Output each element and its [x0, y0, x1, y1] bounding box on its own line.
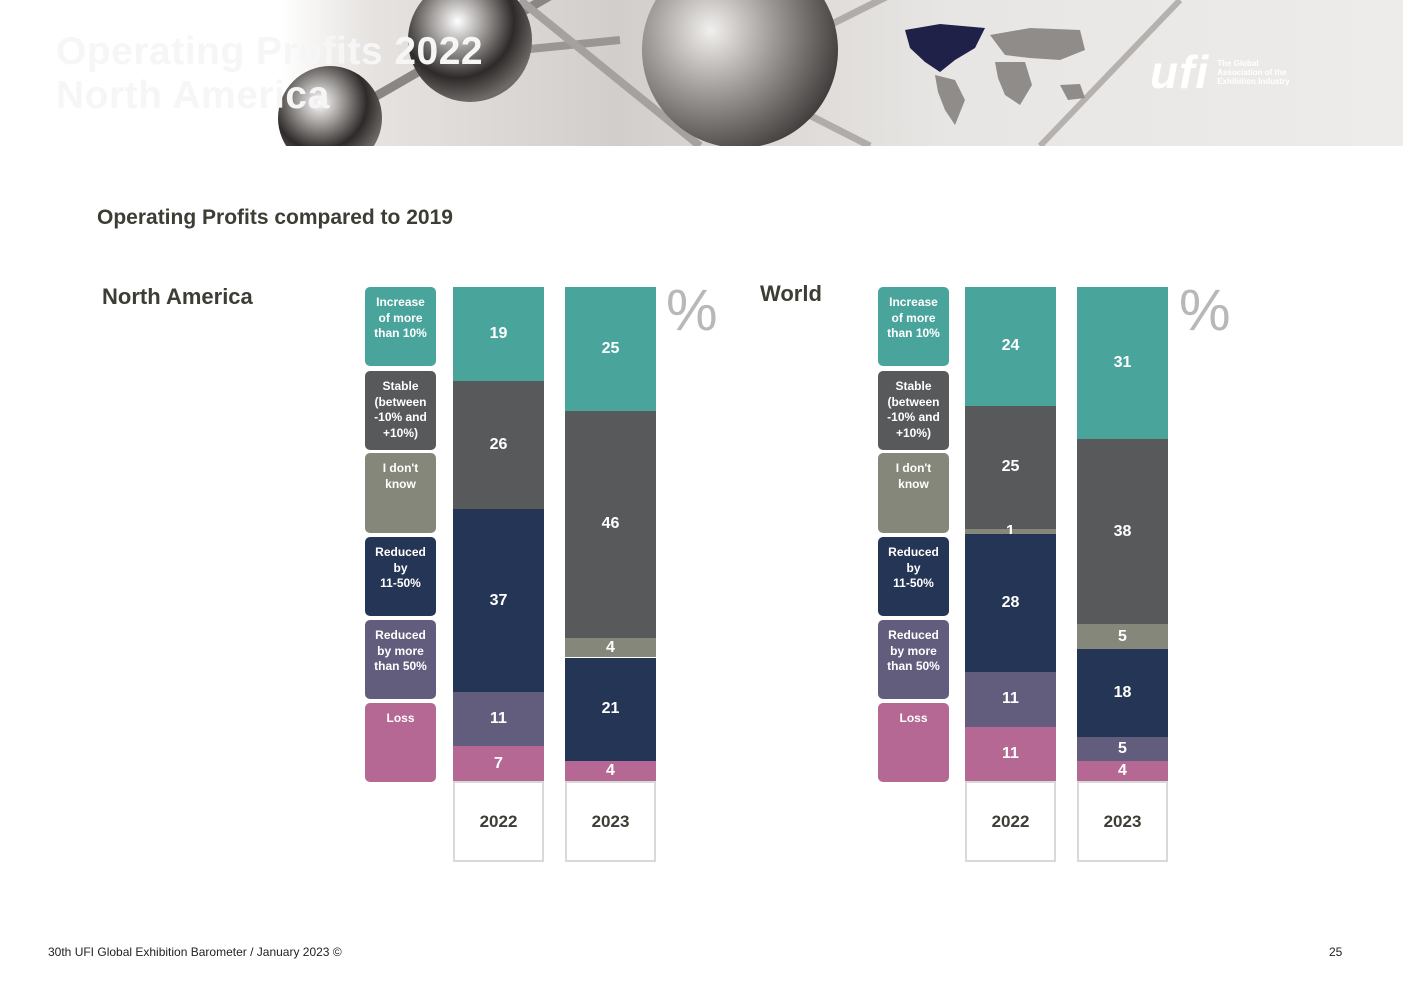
chart-title-north-america: North America — [102, 284, 253, 309]
data-label: 28 — [1001, 594, 1020, 612]
banner-title: Operating Profits 2022 North America — [56, 30, 484, 117]
bar-segment: 31 — [1077, 287, 1168, 439]
ufi-logo-mark: ufi — [1150, 46, 1210, 98]
x-tick-label: 2023 — [1077, 781, 1168, 862]
data-label: 5 — [1118, 627, 1127, 645]
bar-segment: 4 — [1077, 761, 1168, 781]
data-label: 11 — [490, 710, 507, 728]
bar-segment: 11 — [453, 692, 544, 747]
data-label: 38 — [1113, 522, 1132, 540]
ufi-logo-tagline: The Global Association of the Exhibition… — [1217, 58, 1290, 86]
bar-segment: 7 — [453, 746, 544, 781]
data-label: 11 — [1002, 690, 1019, 708]
bar-segment: 25 — [565, 287, 656, 411]
legend-item-world: I don't know — [878, 453, 949, 533]
data-label: 25 — [1001, 458, 1020, 476]
page-subtitle: Operating Profits compared to 2019 — [97, 206, 453, 229]
data-label: 37 — [489, 591, 508, 609]
bar-segment: 38 — [1077, 438, 1168, 625]
legend-item-world: Reduced by 11-50% — [878, 537, 949, 616]
legend-item-north-america: Stable (between -10% and +10%) — [365, 371, 436, 450]
legend-item-world: Reduced by more than 50% — [878, 620, 949, 699]
data-label: 1 — [1006, 522, 1015, 540]
bar-segment: 19 — [453, 287, 544, 381]
bar-segment: 5 — [1077, 736, 1168, 762]
x-tick-label: 2022 — [965, 781, 1056, 862]
data-label: 26 — [489, 436, 508, 454]
legend-item-north-america: I don't know — [365, 453, 436, 533]
stacked-bar-world-2023: 31 38 5 18 5 4 — [1077, 287, 1168, 781]
bar-segment: 4 — [565, 761, 656, 781]
bar-segment: 24 — [965, 287, 1056, 406]
bar-segment: 1 — [965, 523, 1056, 540]
legend-item-north-america: Increase of more than 10% — [365, 287, 436, 366]
banner-decoration — [278, 0, 1183, 146]
bar-segment: 11 — [965, 726, 1056, 781]
legend-item-world: Stable (between -10% and +10%) — [878, 371, 949, 450]
bar-segment: 25 — [965, 405, 1056, 530]
data-label: 25 — [601, 339, 620, 357]
percent-sign-north-america: % — [666, 278, 718, 343]
data-label: 4 — [606, 638, 615, 656]
bar-segment: 18 — [1077, 648, 1168, 737]
data-label: 18 — [1113, 683, 1132, 701]
bar-segment: 21 — [565, 657, 656, 762]
ufi-logo: ufi The Global Association of the Exhibi… — [1150, 48, 1313, 96]
bar-segment: 4 — [565, 637, 656, 658]
data-label: 4 — [1118, 762, 1127, 780]
bar-segment: 37 — [453, 509, 544, 693]
data-label: 11 — [1002, 744, 1019, 762]
x-tick-label: 2023 — [565, 781, 656, 862]
data-label: 19 — [489, 324, 508, 342]
data-label: 4 — [606, 762, 615, 780]
bar-segment: 26 — [453, 380, 544, 510]
data-label: 24 — [1001, 337, 1020, 355]
bar-segment: 46 — [565, 410, 656, 638]
chart-title-world: World — [760, 281, 822, 306]
data-label: 5 — [1118, 740, 1127, 758]
legend-item-world: Loss — [878, 703, 949, 782]
bar-segment: 5 — [1077, 624, 1168, 649]
data-label: 21 — [601, 700, 620, 718]
data-label: 7 — [494, 754, 503, 772]
header-banner: Operating Profits 2022 North America ufi… — [0, 0, 1403, 146]
legend-item-world: Increase of more than 10% — [878, 287, 949, 366]
legend-item-north-america: Reduced by more than 50% — [365, 620, 436, 699]
stacked-bar-north-america-2023: 25 46 4 21 4 — [565, 287, 656, 781]
world-map-icon — [905, 24, 1085, 125]
bar-segment: 11 — [965, 672, 1056, 727]
data-label: 31 — [1113, 353, 1132, 371]
stacked-bar-world-2022: 24 25 1 28 11 11 — [965, 287, 1056, 781]
page-number: 25 — [1329, 945, 1343, 959]
x-tick-label: 2022 — [453, 781, 544, 862]
atom-spheres-icon — [278, 0, 1183, 146]
legend-item-north-america: Loss — [365, 703, 436, 782]
stacked-bar-north-america-2022: 19 26 37 11 7 — [453, 287, 544, 781]
bar-segment: 28 — [965, 534, 1056, 673]
legend-item-north-america: Reduced by 11-50% — [365, 537, 436, 616]
data-label: 46 — [601, 515, 620, 533]
footer-source: 30th UFI Global Exhibition Barometer / J… — [48, 945, 342, 959]
percent-sign-world: % — [1179, 278, 1231, 343]
